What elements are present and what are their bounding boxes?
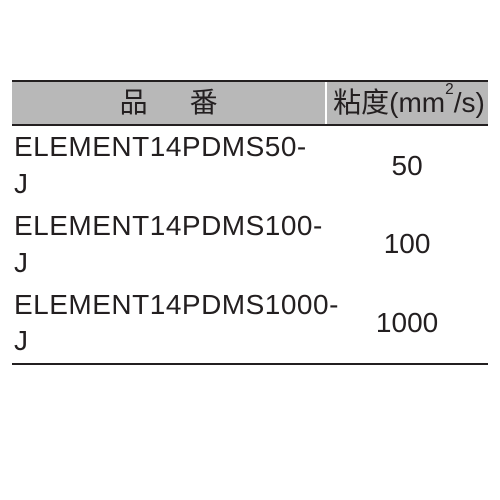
- visc-header-prefix: 粘度(mm: [333, 87, 445, 118]
- column-header-viscosity: 粘度(mm2/s): [326, 81, 488, 125]
- table-row: ELEMENT14PDMS50-J 50: [12, 125, 488, 205]
- visc-header-sup: 2: [445, 81, 454, 98]
- table-row: ELEMENT14PDMS1000-J 1000: [12, 284, 488, 364]
- cell-viscosity: 100: [326, 205, 488, 284]
- cell-viscosity: 1000: [326, 284, 488, 364]
- cell-viscosity: 50: [326, 125, 488, 205]
- table-row: ELEMENT14PDMS100-J 100: [12, 205, 488, 284]
- cell-part-number: ELEMENT14PDMS100-J: [12, 205, 326, 284]
- product-table: 品番 粘度(mm2/s) ELEMENT14PDMS50-J 50 ELEMEN…: [12, 80, 488, 365]
- visc-header-suffix: /s): [454, 87, 485, 118]
- cell-part-number: ELEMENT14PDMS50-J: [12, 125, 326, 205]
- column-header-part-number: 品番: [12, 81, 326, 125]
- cell-part-number: ELEMENT14PDMS1000-J: [12, 284, 326, 364]
- table-header-row: 品番 粘度(mm2/s): [12, 81, 488, 125]
